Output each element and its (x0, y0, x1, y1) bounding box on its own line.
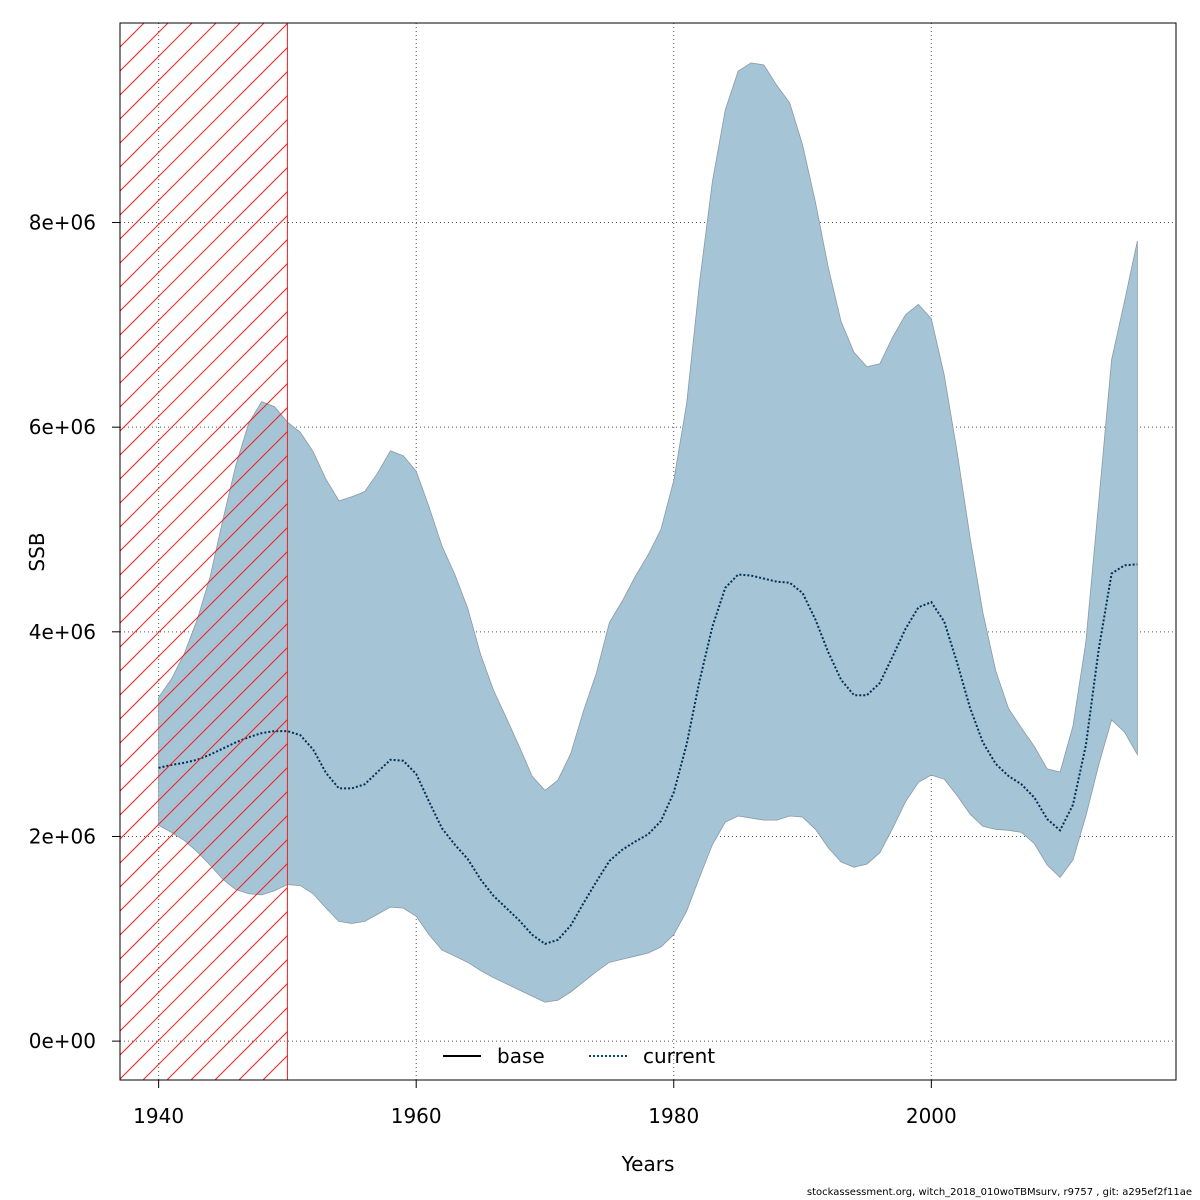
hatch-line (120, 142, 288, 312)
hatch-line (120, 766, 288, 936)
hatch-line (120, 790, 288, 960)
y-tick-label-2: 4e+06 (29, 620, 96, 644)
hatch-line (120, 23, 121, 24)
hatch-lines (120, 23, 288, 1080)
x-axis: 1940 1960 1980 2000 (133, 1079, 957, 1128)
x-tick-label-3: 2000 (906, 1104, 957, 1128)
hatch-line (120, 814, 288, 984)
confidence-band (158, 62, 1138, 1003)
hatch-line (120, 526, 288, 696)
hatch-line (120, 118, 288, 288)
legend-label-current: current (643, 1044, 715, 1068)
x-tick-label-1: 1960 (391, 1104, 442, 1128)
y-tick-label-0: 0e+00 (29, 1029, 96, 1053)
y-axis: 0e+00 2e+06 4e+06 6e+06 8e+06 (29, 211, 121, 1053)
hatch-line (120, 862, 288, 1032)
y-axis-label: SSB (25, 532, 49, 571)
y-tick-label-4: 8e+06 (29, 211, 96, 235)
footer-credit: stockassessment.org, witch_2018_010woTBM… (806, 1187, 1192, 1198)
hatch-line (120, 838, 288, 1008)
series-line-current (158, 563, 1138, 946)
x-tick-label-2: 1980 (648, 1104, 699, 1128)
hatch-line (120, 23, 145, 48)
hatch-line (120, 406, 288, 576)
hatch-line (120, 94, 288, 264)
y-tick-label-1: 2e+06 (29, 824, 96, 848)
legend: base current (443, 1044, 715, 1068)
hatch-line (120, 70, 288, 240)
hatch-line (120, 190, 288, 360)
hatch-line (120, 886, 288, 1056)
hatch-line (120, 430, 288, 600)
y-tick-label-3: 6e+06 (29, 415, 96, 439)
x-tick-label-0: 1940 (133, 1104, 184, 1128)
hatch-line (120, 166, 288, 336)
hatch-line (120, 742, 288, 912)
hatch-line (120, 454, 288, 624)
hatch-line (120, 478, 288, 648)
hatch-line (120, 46, 288, 216)
legend-label-base: base (497, 1044, 545, 1068)
hatch-line (120, 502, 288, 672)
x-axis-label: Years (621, 1152, 675, 1176)
